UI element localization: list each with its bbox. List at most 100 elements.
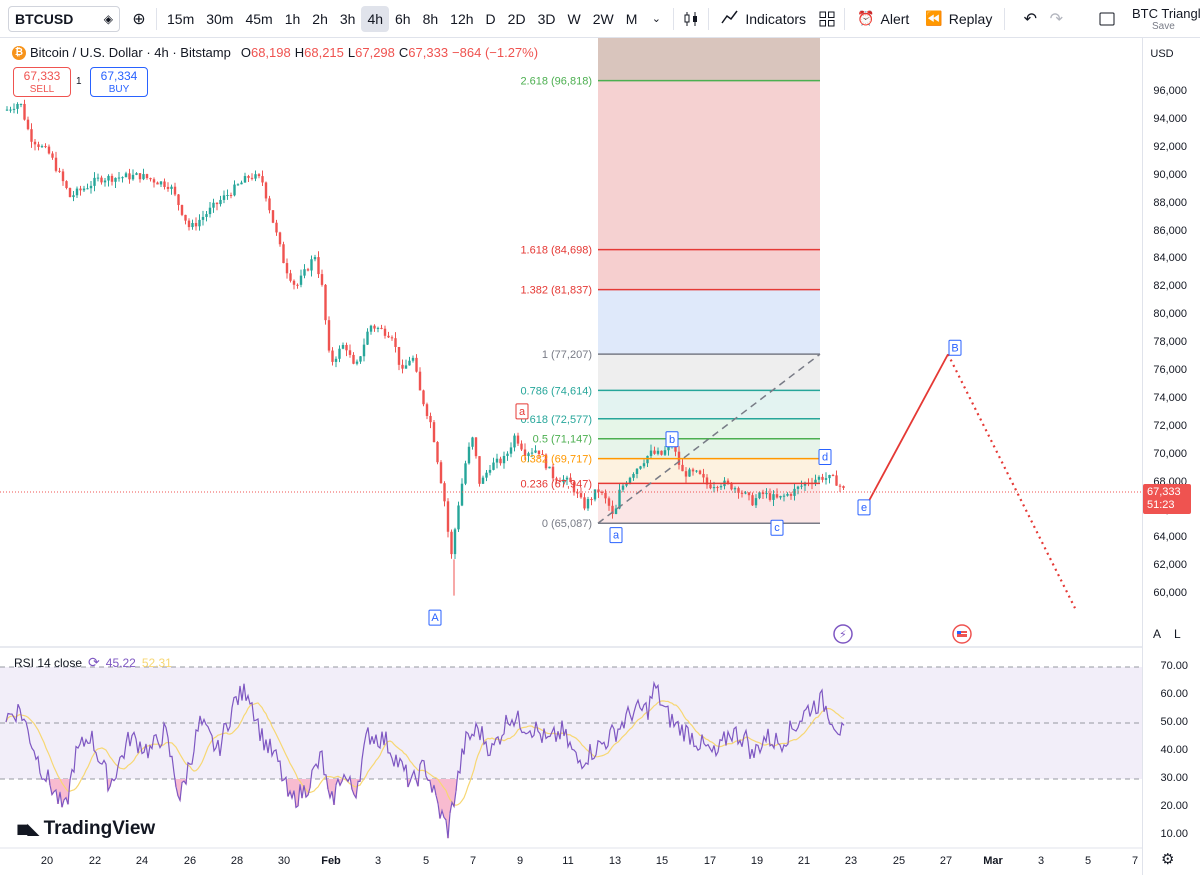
wave-label-small-e[interactable]: e [857,499,871,516]
timeframe-8h[interactable]: 8h [422,10,439,27]
candle-body [387,335,390,338]
candle-body [233,184,236,196]
toolbar-divider [673,7,675,30]
candle-body [191,222,194,228]
tradingview-logo[interactable]: ◼◣ TradingView [16,818,155,840]
fib-zone [598,354,820,391]
candle-body [187,220,191,228]
timeframe-d[interactable]: D [485,10,496,27]
wave-label-big-B[interactable]: B [948,339,962,356]
layout-square-icon[interactable] [1094,6,1120,32]
candle-body [681,464,684,472]
indicators-button[interactable]: Indicators [713,6,814,32]
timeframe-1h[interactable]: 1h [284,10,301,27]
timeframe-45m[interactable]: 45m [245,10,273,27]
timeframe-w[interactable]: W [567,10,581,27]
wave-label-big-A[interactable]: A [428,609,442,626]
candle-body [530,452,534,454]
buy-button[interactable]: 67,334 BUY [90,67,148,97]
timeframe-list: 15m 30m 45m 1h 2h 3h 4h 6h 8h 12h D 2D 3D W 2W M [161,5,643,32]
projection-line-up[interactable] [862,353,949,513]
log-scale-button[interactable]: L [1174,627,1181,641]
candle-body [110,175,114,182]
fib-trend-line[interactable] [597,353,821,524]
layouts-grid-icon[interactable] [814,6,840,32]
candle-body [740,492,744,494]
timeframe-2d[interactable]: 2D [507,10,526,27]
price-tick: 76,000 [1153,364,1187,376]
price-tick: 78,000 [1153,336,1187,349]
candle-body [726,480,730,483]
candle-body [219,199,222,205]
earnings-event-icon[interactable]: ⚡ [833,624,853,644]
candle-body [635,468,639,474]
candle-body [138,173,142,180]
symbol-search-button[interactable]: BTCUSD ◈ [8,5,120,32]
candle-body [674,444,677,452]
sync-icon[interactable]: ⟳ [88,654,100,670]
price-chart-canvas[interactable]: 2.618 (96,818) 1.618 (84,698) 1.382 (81,83… [0,38,1142,875]
candle-body [478,456,481,484]
us-flag-event-icon[interactable] [952,624,972,644]
timeframe-m[interactable]: M [625,10,638,27]
bitcoin-icon: ₿ [12,45,26,60]
wave-label-small-c[interactable]: c [770,519,784,536]
timeframe-12h[interactable]: 12h [450,10,474,27]
timeframe-3d[interactable]: 3D [537,10,556,27]
candle-body [450,531,453,555]
candle-body [537,450,541,455]
replay-button[interactable]: ⏪ Replay [917,6,1000,32]
timeframe-15m[interactable]: 15m [167,10,195,27]
candle-body [208,207,212,215]
sell-button[interactable]: 67,333 SELL [13,67,71,97]
alert-button[interactable]: ⏰ Alert [849,6,917,32]
price-axis[interactable] [1142,38,1200,875]
auto-scale-button[interactable]: A [1153,627,1162,641]
candle-body [107,175,110,181]
timeframe-2w[interactable]: 2W [592,10,614,27]
projection-line-down[interactable] [947,353,1076,609]
candle-body [667,445,670,451]
time-tick: 5 [1084,855,1092,867]
candle-body [691,469,695,472]
candle-body [170,186,173,189]
candle-body [19,103,23,105]
candle-body [660,450,663,455]
candle-body [26,119,30,130]
chevron-down-icon[interactable]: ⌄ [651,13,661,25]
candle-body [656,450,660,454]
candle-body [390,337,394,339]
timeframe-2h[interactable]: 2h [312,10,328,27]
layout-save-button[interactable]: BTC Triangle Save [1120,7,1200,32]
undo-icon[interactable]: ↶ [1023,10,1038,28]
time-tick: 7 [469,855,477,867]
wave-label-small-d[interactable]: d [818,448,832,465]
wave-label-small-a[interactable]: a [609,527,623,544]
candle-body [709,484,712,489]
candle-body [362,344,366,357]
candles-chart-type-icon[interactable] [678,6,704,32]
candle-body [415,357,418,372]
candle-body [572,482,576,493]
candle-body [618,489,621,509]
candle-body [600,491,604,493]
svg-text:A: A [431,612,439,624]
fib-level-label: 0.618 (72,577) [520,414,592,426]
gear-icon[interactable]: ⚙ [1161,851,1175,868]
candle-body [548,466,551,469]
timeframe-4h[interactable]: 4h [361,5,390,32]
candle-body [212,202,215,208]
timeframe-6h[interactable]: 6h [395,10,411,27]
indicators-label: Indicators [745,10,807,27]
add-symbol-icon[interactable]: ⊕ [132,10,146,28]
candle-body [779,495,782,498]
timeframe-30m[interactable]: 30m [206,10,234,27]
currency-selector[interactable]: USD [1150,48,1174,60]
redo-icon[interactable]: ↷ [1049,10,1064,28]
wave-label-small-b[interactable]: b [665,431,679,448]
candle-body [604,492,607,499]
candle-body [229,195,233,197]
candle-body [376,327,380,329]
timeframe-3h[interactable]: 3h [339,10,356,27]
wave-label-red-a[interactable]: a [515,403,529,420]
